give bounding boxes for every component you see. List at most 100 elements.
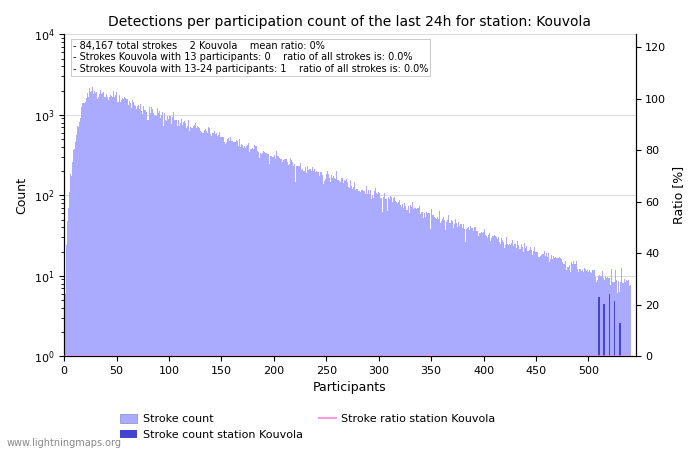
Bar: [239, 147, 241, 450]
Bar: [178, 120, 179, 450]
Bar: [496, 237, 497, 450]
Bar: [397, 203, 398, 450]
Bar: [525, 248, 526, 450]
Bar: [275, 158, 276, 450]
Bar: [203, 132, 204, 450]
Bar: [163, 126, 164, 450]
Bar: [479, 233, 480, 450]
Bar: [99, 94, 100, 450]
Bar: [228, 138, 229, 450]
Bar: [626, 280, 627, 450]
Bar: [164, 113, 165, 450]
Bar: [223, 137, 224, 450]
Bar: [293, 166, 294, 450]
Bar: [346, 182, 348, 450]
Legend: Stroke count, Stroke count station Kouvola, Stroke ratio station Kouvola: Stroke count, Stroke count station Kouvo…: [116, 410, 500, 445]
Bar: [304, 167, 306, 450]
Bar: [588, 272, 589, 450]
Bar: [460, 224, 461, 450]
Bar: [610, 285, 611, 450]
Bar: [463, 224, 464, 450]
Bar: [487, 238, 489, 450]
Bar: [586, 271, 587, 450]
Bar: [336, 171, 337, 450]
Bar: [386, 211, 388, 450]
Bar: [296, 166, 297, 450]
Bar: [443, 216, 444, 450]
Bar: [233, 142, 235, 450]
Bar: [592, 270, 593, 450]
Bar: [441, 221, 442, 450]
Bar: [361, 190, 363, 450]
Bar: [283, 160, 284, 450]
Bar: [476, 230, 477, 450]
Bar: [307, 166, 308, 450]
Bar: [204, 130, 205, 450]
Bar: [350, 180, 351, 450]
Bar: [542, 255, 544, 450]
Bar: [531, 250, 532, 450]
Bar: [628, 280, 629, 450]
Bar: [245, 148, 246, 450]
Bar: [369, 194, 370, 450]
Bar: [262, 151, 264, 450]
Bar: [590, 272, 591, 450]
Bar: [113, 90, 114, 450]
Bar: [523, 252, 524, 450]
Bar: [464, 229, 466, 450]
Bar: [277, 156, 279, 450]
Bar: [575, 264, 576, 450]
Bar: [411, 207, 412, 450]
Bar: [93, 94, 94, 450]
Bar: [417, 208, 418, 450]
Bar: [219, 132, 220, 450]
Bar: [318, 172, 319, 450]
Bar: [135, 106, 136, 450]
Bar: [552, 259, 553, 450]
Bar: [285, 159, 286, 450]
Bar: [515, 248, 517, 450]
Bar: [159, 111, 160, 450]
Bar: [75, 142, 76, 450]
Bar: [173, 112, 174, 450]
Bar: [594, 270, 595, 450]
Bar: [97, 99, 98, 450]
Bar: [237, 146, 239, 450]
Bar: [150, 107, 152, 450]
Bar: [180, 123, 181, 450]
Bar: [76, 135, 77, 450]
Bar: [68, 208, 69, 450]
Bar: [616, 280, 617, 450]
Bar: [348, 187, 349, 450]
Bar: [508, 245, 509, 450]
Bar: [165, 120, 167, 450]
Bar: [495, 236, 496, 450]
Bar: [142, 114, 144, 450]
Bar: [327, 171, 328, 450]
Bar: [230, 136, 231, 450]
Bar: [400, 205, 401, 450]
Bar: [268, 154, 269, 450]
Bar: [564, 265, 565, 450]
Bar: [596, 282, 597, 450]
Bar: [378, 192, 379, 450]
Bar: [264, 152, 265, 450]
Bar: [89, 88, 90, 450]
Bar: [64, 294, 66, 450]
Bar: [459, 225, 460, 450]
Bar: [108, 97, 110, 450]
Bar: [444, 220, 445, 450]
Bar: [337, 180, 338, 450]
Bar: [300, 170, 302, 450]
Bar: [435, 218, 436, 450]
Bar: [514, 244, 515, 450]
Bar: [565, 261, 566, 450]
Bar: [532, 255, 533, 450]
Bar: [323, 180, 325, 450]
Bar: [528, 251, 529, 450]
Bar: [290, 158, 291, 450]
Bar: [333, 176, 334, 450]
Bar: [129, 101, 130, 450]
Bar: [410, 205, 411, 450]
Bar: [328, 174, 329, 450]
